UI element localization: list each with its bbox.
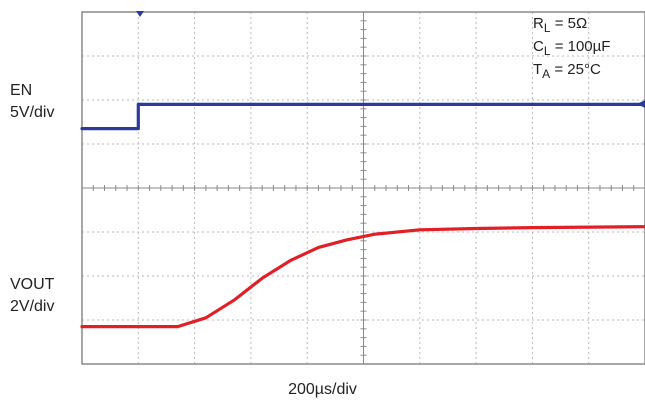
en-channel-name: EN — [10, 82, 33, 99]
vout-channel-label: VOUT 2V/div — [10, 274, 54, 318]
trace-en — [80, 102, 645, 131]
plot-frame — [81, 11, 645, 365]
ground-level-marker — [637, 100, 645, 108]
time-scale-label: 200µs/div — [288, 381, 357, 398]
scope-traces — [80, 102, 645, 329]
vout-channel-scale: 2V/div — [10, 298, 55, 315]
en-channel-scale: 5V/div — [10, 104, 55, 121]
condition-rl: RL = 5Ω — [533, 15, 587, 35]
en-channel-label: EN 5V/div — [10, 80, 54, 124]
condition-ta: TA = 25°C — [533, 61, 601, 81]
vout-channel-name: VOUT — [10, 276, 55, 293]
trace-vout — [80, 225, 645, 329]
conditions-block: RL = 5Ω CL = 100µF TA = 25°C — [533, 15, 610, 81]
oscilloscope-chart: RL = 5Ω CL = 100µF TA = 25°C — [80, 11, 645, 365]
condition-cl: CL = 100µF — [533, 38, 610, 58]
scope-ticks — [81, 11, 645, 365]
trigger-marker — [136, 11, 144, 17]
